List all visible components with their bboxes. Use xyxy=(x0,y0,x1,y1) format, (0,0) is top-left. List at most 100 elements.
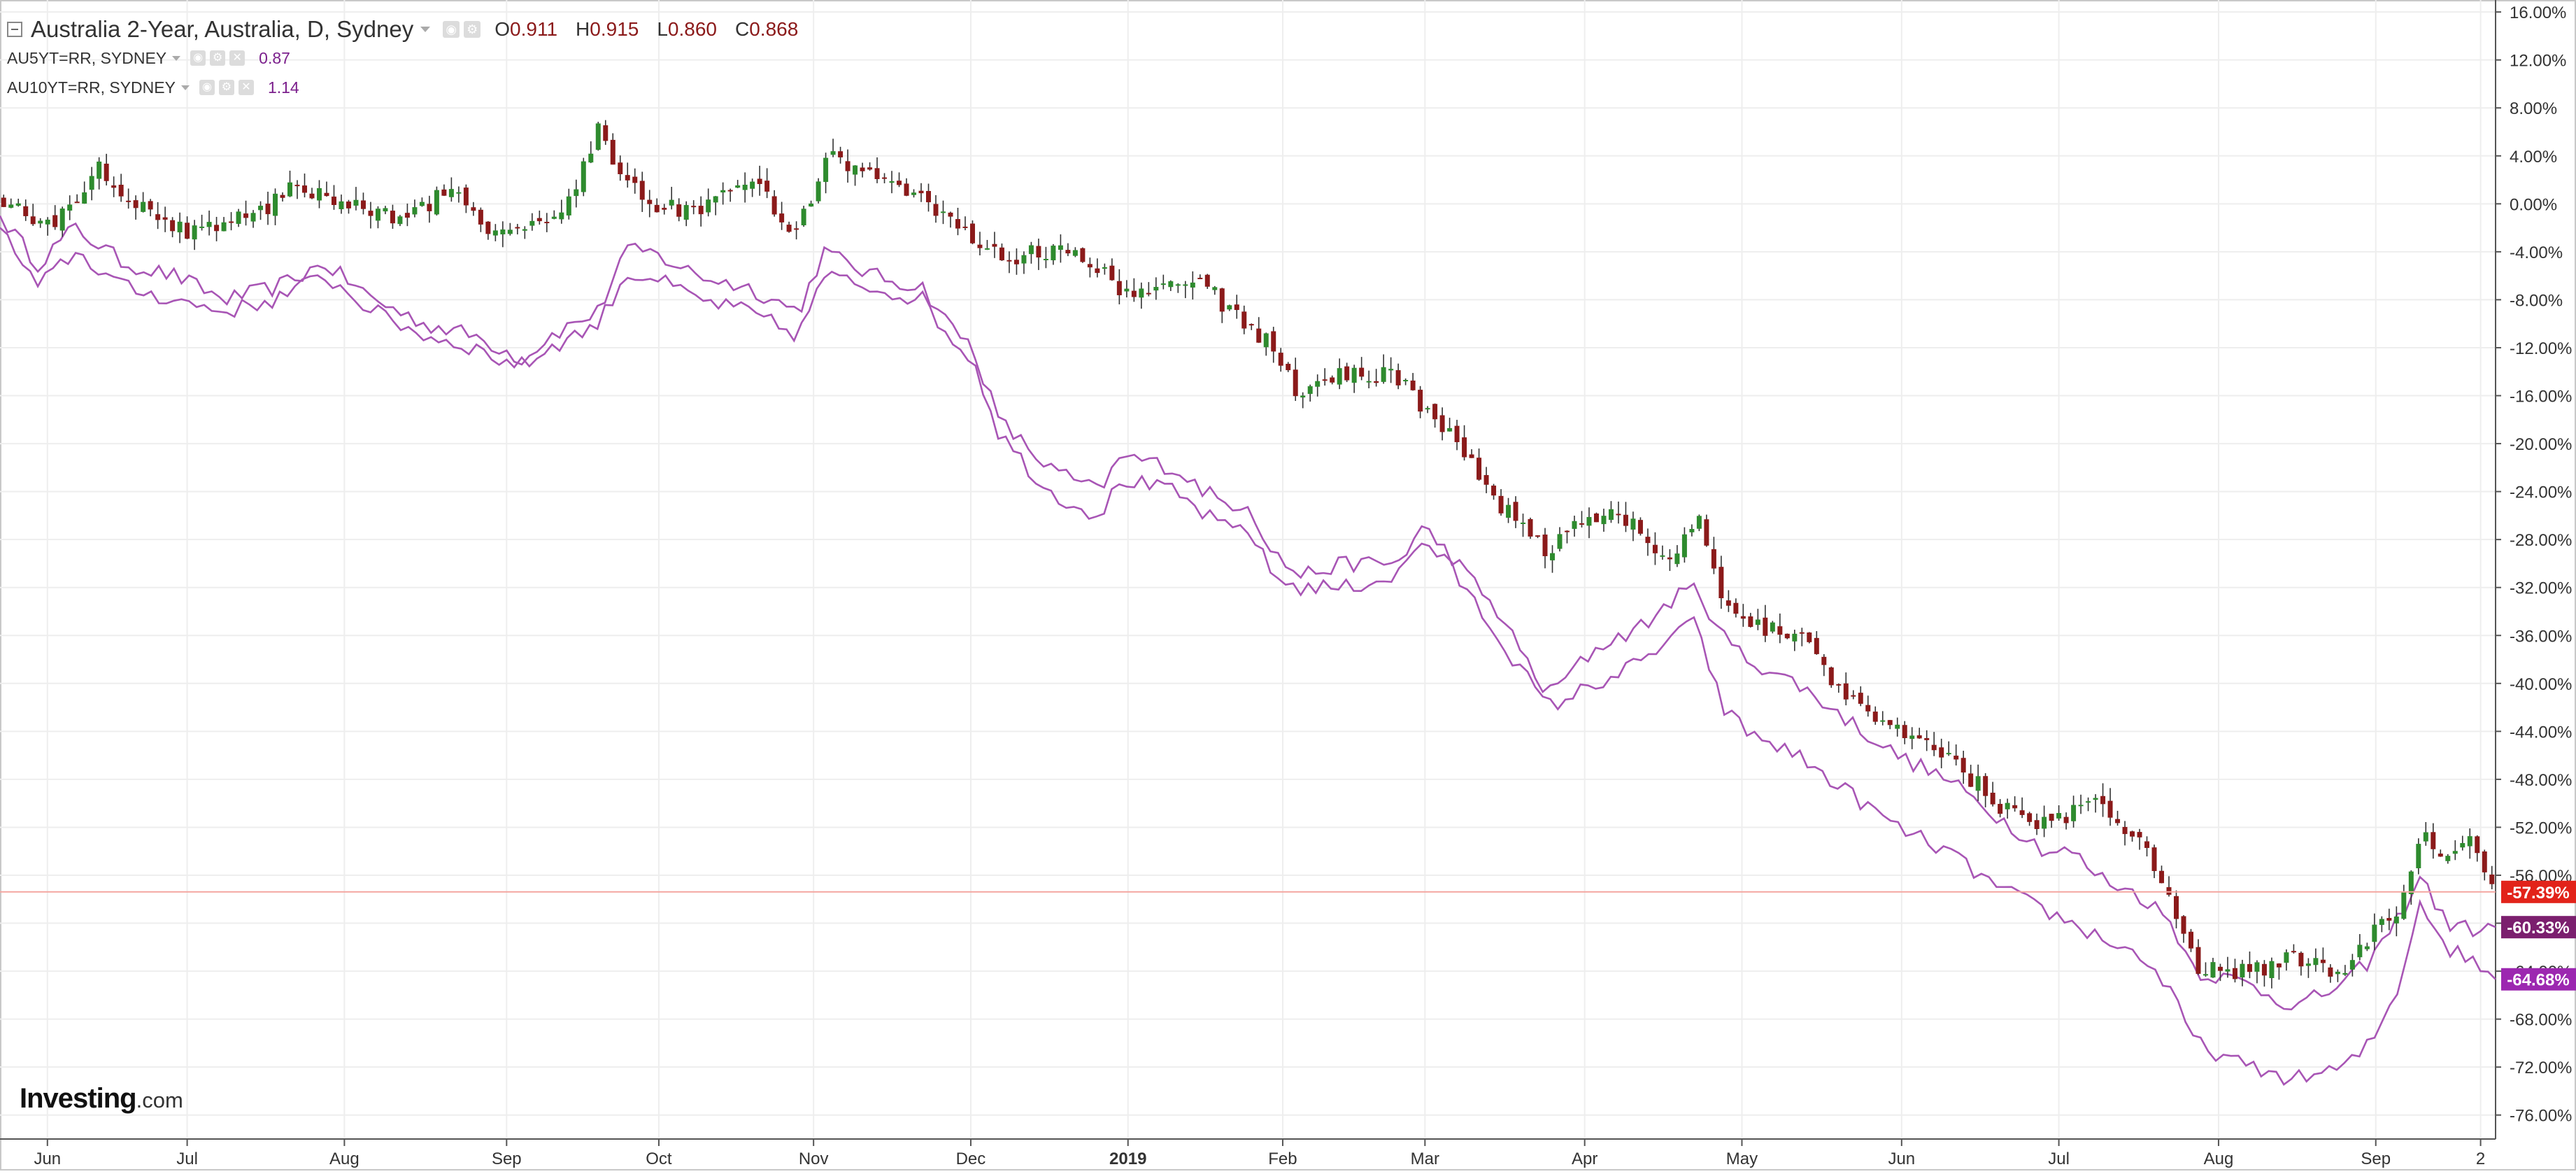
candle xyxy=(1931,732,1937,756)
candle xyxy=(1021,251,1027,274)
candle-body xyxy=(280,195,285,198)
candle xyxy=(551,210,557,220)
candle-body xyxy=(2276,963,2282,968)
candle xyxy=(926,183,932,212)
eye-icon[interactable]: ◉ xyxy=(443,21,460,38)
candle-body xyxy=(801,208,806,226)
candle xyxy=(1447,418,1453,432)
candle-body xyxy=(853,165,858,175)
candle xyxy=(346,199,351,214)
candle-body xyxy=(1366,381,1372,383)
candle xyxy=(206,210,212,236)
collapse-legend-icon[interactable] xyxy=(7,22,22,37)
candle-body xyxy=(1116,281,1122,295)
candle-body xyxy=(2115,819,2121,823)
candle xyxy=(309,188,315,199)
candle xyxy=(331,185,336,210)
candle-body xyxy=(1895,724,1900,729)
candle xyxy=(962,216,968,231)
candle xyxy=(742,172,748,203)
candle xyxy=(897,172,902,188)
series-menu-chevron-down-icon[interactable] xyxy=(420,27,431,32)
candle xyxy=(1792,630,1798,651)
eye-icon[interactable]: ◉ xyxy=(199,80,215,95)
y-tick-label: 12.00% xyxy=(2510,52,2566,71)
settings-gear-icon[interactable]: ⚙ xyxy=(218,80,234,95)
candle-body xyxy=(1439,415,1445,432)
candle-body xyxy=(1608,509,1614,521)
candle xyxy=(1740,604,1746,627)
candle-body xyxy=(1718,567,1724,599)
candle xyxy=(1660,545,1665,560)
candle xyxy=(940,200,946,225)
candle-body xyxy=(441,189,447,196)
main-series-title[interactable]: Australia 2-Year, Australia, D, Sydney xyxy=(31,16,414,42)
candle xyxy=(2232,959,2237,983)
candle-body xyxy=(706,199,711,213)
candle xyxy=(2217,963,2223,982)
candle-body xyxy=(82,192,87,204)
candle xyxy=(1623,502,1628,532)
candle-body xyxy=(2151,847,2157,871)
candle xyxy=(1359,357,1365,381)
candle xyxy=(544,213,550,232)
candle xyxy=(2240,959,2245,986)
candle xyxy=(1124,280,1130,298)
candle-body xyxy=(1696,516,1702,529)
candle-body xyxy=(1586,516,1592,526)
candle-body xyxy=(911,192,917,195)
candle xyxy=(148,199,153,217)
candle-body xyxy=(500,229,506,234)
candle xyxy=(816,178,821,204)
settings-gear-icon[interactable]: ⚙ xyxy=(464,21,481,38)
candle xyxy=(764,168,770,199)
candle-body xyxy=(2203,974,2208,976)
compare-series-title[interactable]: AU5YT=RR, SYDNEY xyxy=(7,48,167,67)
candle xyxy=(294,180,300,199)
candle xyxy=(2122,821,2128,846)
candle xyxy=(2276,963,2282,980)
y-tick-label: -76.00% xyxy=(2510,1107,2572,1126)
candle xyxy=(1381,354,1386,384)
candle-body xyxy=(1219,288,1225,312)
candle xyxy=(1116,269,1122,305)
candle xyxy=(969,220,975,245)
candle xyxy=(2159,865,2165,884)
candle xyxy=(1814,631,1819,655)
candle-body xyxy=(838,151,844,157)
candle-body xyxy=(1072,250,1078,256)
candle xyxy=(1219,288,1225,323)
eye-icon[interactable]: ◉ xyxy=(190,50,206,66)
candle-body xyxy=(1028,245,1034,255)
compare-line-1 xyxy=(0,215,2496,1011)
candle-body xyxy=(448,189,454,197)
candle xyxy=(1872,706,1878,725)
ohlc-readout: O0.911 H0.915 L0.860 C0.868 xyxy=(494,18,798,41)
candle-body xyxy=(294,185,300,187)
candle-body xyxy=(111,185,117,188)
candle xyxy=(1843,672,1849,706)
candle xyxy=(280,192,285,202)
candle xyxy=(1286,362,1291,372)
close-icon[interactable]: ✕ xyxy=(229,50,245,66)
candle-body xyxy=(1307,386,1313,395)
series-menu-chevron-down-icon[interactable] xyxy=(180,85,190,90)
candle xyxy=(2393,906,2399,937)
compare-series-title[interactable]: AU10YT=RR, SYDNEY xyxy=(7,78,176,97)
settings-gear-icon[interactable]: ⚙ xyxy=(210,50,226,66)
candle-body xyxy=(1286,363,1291,371)
candle xyxy=(1006,251,1012,274)
compare-series-value: 0.87 xyxy=(259,48,290,67)
candle xyxy=(1946,741,1951,756)
candle-body xyxy=(2078,805,2084,807)
candle xyxy=(368,201,373,229)
candle-body xyxy=(2086,801,2091,803)
candle-body xyxy=(471,207,476,211)
candle xyxy=(1733,598,1739,618)
series-menu-chevron-down-icon[interactable] xyxy=(172,55,181,61)
candle xyxy=(669,187,674,210)
close-icon[interactable]: ✕ xyxy=(238,80,254,95)
candle-body xyxy=(2284,952,2289,963)
compare-line-2 xyxy=(0,227,2496,1086)
